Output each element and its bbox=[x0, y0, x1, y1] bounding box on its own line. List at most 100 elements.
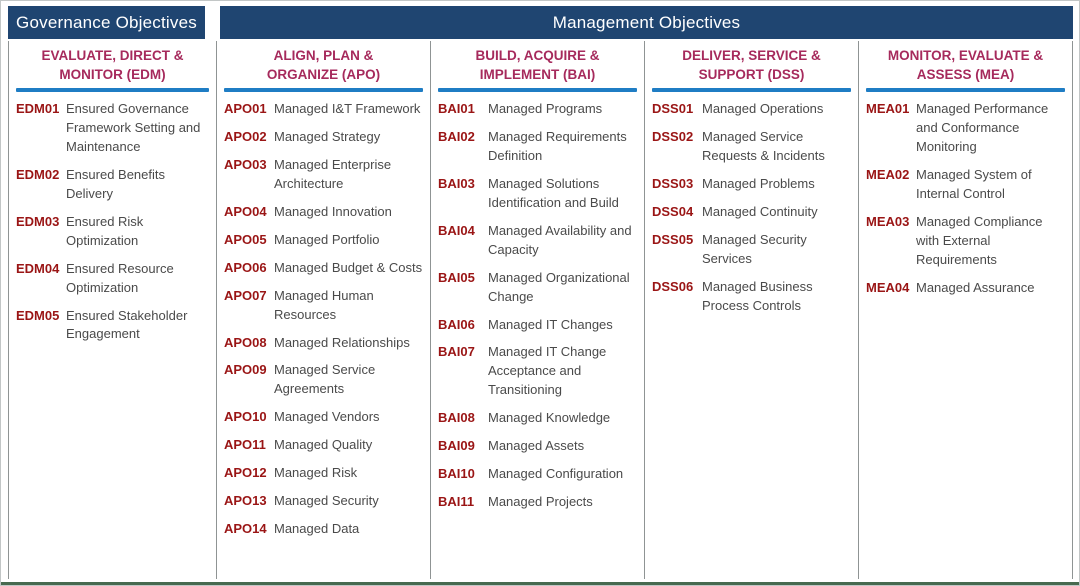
column-title-line2: ASSESS (MEA) bbox=[916, 66, 1015, 82]
objective-label: Managed Risk bbox=[274, 465, 358, 481]
objective-item: MEA04 Managed Assurance bbox=[866, 279, 1069, 298]
objective-label: Ensured Resource Optimization bbox=[66, 260, 174, 295]
objective-code: BAI07 bbox=[438, 344, 475, 360]
management-objectives-header: Management Objectives bbox=[220, 6, 1073, 39]
header-bars: Governance Objectives Management Objecti… bbox=[8, 6, 1073, 39]
objective-label: Managed Projects bbox=[488, 494, 593, 510]
objective-label: Managed Operations bbox=[702, 100, 824, 116]
objective-code: MEA01 bbox=[866, 100, 910, 116]
objective-code: APO05 bbox=[224, 231, 267, 247]
objective-code: APO04 bbox=[224, 203, 267, 219]
objective-code: EDM03 bbox=[16, 213, 60, 229]
objective-code: APO01 bbox=[224, 100, 267, 116]
objective-label: Managed Service Agreements bbox=[274, 362, 376, 397]
column-title: DELIVER, SERVICE & SUPPORT (DSS) bbox=[645, 41, 858, 85]
objective-label: Managed Continuity bbox=[702, 203, 818, 219]
objective-code: EDM02 bbox=[16, 166, 60, 182]
objective-code: DSS02 bbox=[652, 128, 694, 144]
objective-label: Managed Compliance with External Require… bbox=[916, 213, 1043, 267]
objective-code: APO09 bbox=[224, 362, 267, 378]
objective-code: BAI02 bbox=[438, 128, 475, 144]
objective-columns: EVALUATE, DIRECT & MONITOR (EDM) EDM01 En… bbox=[8, 41, 1073, 579]
objective-label: Managed Programs bbox=[488, 100, 603, 116]
objective-code: DSS06 bbox=[652, 278, 694, 294]
objective-code: APO03 bbox=[224, 156, 267, 172]
objective-item: APO02 Managed Strategy bbox=[224, 128, 427, 147]
column-dss: DELIVER, SERVICE & SUPPORT (DSS) DSS01 Ma… bbox=[644, 41, 858, 579]
objective-item: BAI07 Managed IT Change Acceptance and T… bbox=[438, 343, 641, 400]
objective-code: APO13 bbox=[224, 493, 267, 509]
objective-label: Managed Performance and Conformance Moni… bbox=[916, 100, 1049, 154]
objective-item: APO10 Managed Vendors bbox=[224, 408, 427, 427]
objective-code: BAI08 bbox=[438, 410, 475, 426]
objective-item: BAI05 Managed Organizational Change bbox=[438, 269, 641, 307]
column-title-underline bbox=[16, 87, 209, 92]
objective-label: Managed Security Services bbox=[702, 231, 807, 266]
objective-item: DSS05 Managed Security Services bbox=[652, 231, 855, 269]
bottom-divider-line bbox=[1, 582, 1079, 585]
objective-label: Managed Security bbox=[274, 493, 379, 509]
objective-label: Managed Budget & Costs bbox=[274, 259, 423, 275]
objective-code: APO02 bbox=[224, 128, 267, 144]
objective-code: APO11 bbox=[224, 437, 266, 453]
objective-label: Managed Human Resources bbox=[274, 287, 374, 322]
objective-code: BAI03 bbox=[438, 175, 475, 191]
objective-code: BAI09 bbox=[438, 438, 475, 454]
column-mea: MONITOR, EVALUATE & ASSESS (MEA) MEA01 Ma… bbox=[858, 41, 1073, 579]
column-title-line2: ORGANIZE (APO) bbox=[266, 66, 381, 82]
objective-item: DSS03 Managed Problems bbox=[652, 175, 855, 194]
column-title-line2: IMPLEMENT (BAI) bbox=[479, 66, 596, 82]
column-title: MONITOR, EVALUATE & ASSESS (MEA) bbox=[859, 41, 1072, 85]
objective-label: Managed Assurance bbox=[916, 279, 1035, 295]
objective-item: EDM04 Ensured Resource Optimization bbox=[16, 260, 213, 298]
objective-item: DSS06 Managed Business Process Controls bbox=[652, 278, 855, 316]
objective-label: Managed Configuration bbox=[488, 466, 624, 482]
column-title-underline bbox=[224, 87, 423, 92]
objective-item: APO09 Managed Service Agreements bbox=[224, 361, 427, 399]
objective-item: APO08 Managed Relationships bbox=[224, 334, 427, 353]
objective-label: Ensured Stakeholder Engagement bbox=[66, 307, 188, 342]
objective-label: Managed IT Change Acceptance and Transit… bbox=[488, 344, 607, 398]
objective-label: Managed Problems bbox=[702, 175, 815, 191]
column-title: BUILD, ACQUIRE & IMPLEMENT (BAI) bbox=[431, 41, 644, 85]
objective-code: DSS04 bbox=[652, 203, 694, 219]
objective-item: BAI08 Managed Knowledge bbox=[438, 409, 641, 428]
objective-code: BAI04 bbox=[438, 222, 475, 238]
column-title-line1: EVALUATE, DIRECT & bbox=[41, 48, 184, 63]
column-bai: BUILD, ACQUIRE & IMPLEMENT (BAI) BAI01 Ma… bbox=[430, 41, 644, 579]
objective-label: Managed Vendors bbox=[274, 409, 380, 425]
objective-item: BAI10 Managed Configuration bbox=[438, 465, 641, 484]
objective-item: BAI04 Managed Availability and Capacity bbox=[438, 222, 641, 260]
objective-item: BAI02 Managed Requirements Definition bbox=[438, 128, 641, 166]
objective-item: APO14 Managed Data bbox=[224, 520, 427, 539]
column-title-underline bbox=[652, 87, 851, 92]
objective-code: APO06 bbox=[224, 259, 267, 275]
column-items: EDM01 Ensured Governance Framework Setti… bbox=[9, 92, 216, 354]
objective-code: APO12 bbox=[224, 465, 267, 481]
objective-label: Managed Service Requests & Incidents bbox=[702, 128, 825, 163]
governance-objectives-header: Governance Objectives bbox=[8, 6, 205, 39]
objective-code: MEA03 bbox=[866, 213, 910, 229]
column-title-line2: MONITOR (EDM) bbox=[59, 66, 166, 82]
objective-label: Managed Relationships bbox=[274, 334, 410, 350]
objective-item: APO12 Managed Risk bbox=[224, 464, 427, 483]
objective-item: MEA03 Managed Compliance with External R… bbox=[866, 213, 1069, 270]
objective-code: MEA02 bbox=[866, 166, 910, 182]
objective-code: EDM05 bbox=[16, 307, 60, 323]
column-apo: ALIGN, PLAN & ORGANIZE (APO) APO01 Manage… bbox=[216, 41, 430, 579]
objective-item: BAI11 Managed Projects bbox=[438, 493, 641, 512]
objective-item: MEA01 Managed Performance and Conformanc… bbox=[866, 100, 1069, 157]
objective-label: Managed IT Changes bbox=[488, 316, 613, 332]
objective-code: MEA04 bbox=[866, 279, 910, 295]
objective-label: Managed Quality bbox=[274, 437, 373, 453]
objective-label: Ensured Risk Optimization bbox=[66, 213, 144, 248]
objective-item: DSS04 Managed Continuity bbox=[652, 203, 855, 222]
objective-item: EDM01 Ensured Governance Framework Setti… bbox=[16, 100, 213, 157]
objective-label: Managed I&T Framework bbox=[274, 100, 421, 116]
objective-code: BAI10 bbox=[438, 466, 475, 482]
objective-label: Ensured Benefits Delivery bbox=[66, 166, 166, 201]
objective-label: Managed Business Process Controls bbox=[702, 278, 813, 313]
objective-code: BAI06 bbox=[438, 316, 475, 332]
objective-code: APO07 bbox=[224, 287, 267, 303]
